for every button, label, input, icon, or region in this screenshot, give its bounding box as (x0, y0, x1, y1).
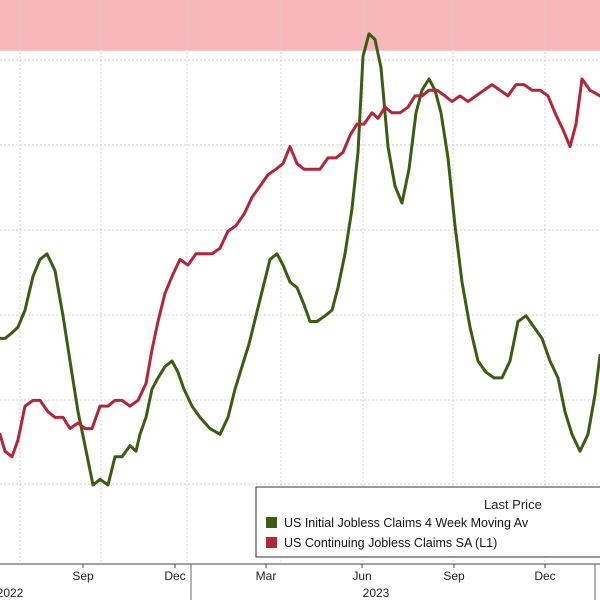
x-tick-label: Dec (534, 569, 555, 583)
legend-entry-continuing-claims: US Continuing Jobless Claims SA (L1) (284, 536, 497, 550)
legend-entry-initial-claims: US Initial Jobless Claims 4 Week Moving … (284, 516, 529, 530)
highlight-band-layer (0, 0, 600, 51)
series-layer (0, 32, 600, 487)
legend-swatch-green (266, 517, 277, 528)
x-tick-label: Jun (352, 569, 371, 583)
year-label: 2023 (363, 586, 390, 600)
x-tick-label: Sep (72, 569, 94, 583)
year-label: 2022 (0, 586, 24, 600)
x-tick-label: Dec (164, 569, 185, 583)
x-tick-label: Mar (256, 569, 277, 583)
x-axis: Sep Dec Mar Jun Sep Dec 2022 2023 (0, 563, 600, 600)
grid-layer (0, 0, 600, 564)
series-line-initial-claims (0, 32, 600, 487)
x-tick-label: Sep (443, 569, 465, 583)
legend: Last Price US Initial Jobless Claims 4 W… (255, 486, 600, 558)
series-line-continuing-claims (0, 77, 600, 459)
legend-title: Last Price (484, 497, 542, 512)
highlight-band (0, 0, 600, 51)
legend-swatch-red (266, 537, 277, 548)
legend-box (255, 486, 600, 558)
